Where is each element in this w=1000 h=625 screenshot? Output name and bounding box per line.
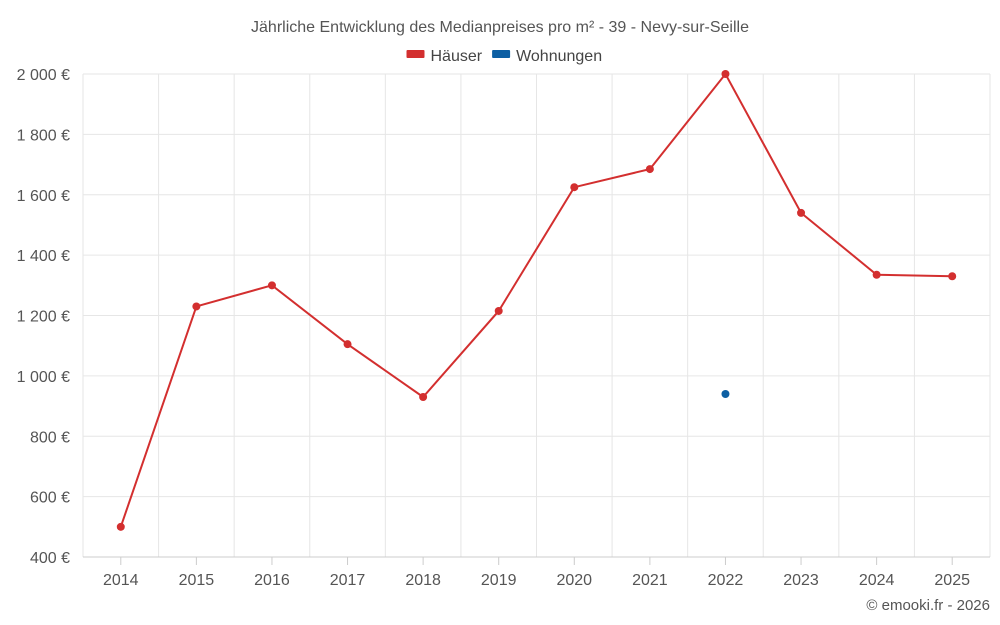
axes: 400 € 600 € 800 € 1 000 € 1 200 € 1 400 € 1 60…: [17, 67, 990, 589]
x-tick-label: 2019: [481, 572, 517, 589]
x-tick-label: 2014: [103, 572, 139, 589]
data-point[interactable]: [645, 165, 654, 174]
x-tick-label: 2022: [708, 572, 744, 589]
series-h-user: [116, 70, 957, 531]
data-point[interactable]: [494, 306, 503, 315]
y-tick-label: 1 600 €: [17, 188, 70, 205]
legend-label: Häuser: [431, 48, 483, 65]
data-point[interactable]: [721, 70, 730, 78]
data-point[interactable]: [419, 393, 428, 402]
series-layer: [116, 70, 957, 531]
y-tick-label: 600 €: [30, 490, 70, 507]
legend-item[interactable]: Häuser: [406, 48, 483, 65]
y-tick-label: 1 200 €: [17, 309, 70, 326]
legend-item[interactable]: Wohnungen: [492, 48, 602, 65]
legend-label: Wohnungen: [516, 48, 602, 65]
y-tick-label: 1 800 €: [17, 127, 70, 144]
chart-title: Jährliche Entwicklung des Medianpreises …: [251, 19, 749, 36]
data-point[interactable]: [570, 183, 579, 192]
data-point[interactable]: [116, 522, 125, 531]
legend-swatch: [406, 50, 425, 58]
credit-text: © emooki.fr - 2026: [866, 597, 990, 614]
data-point[interactable]: [721, 389, 730, 398]
data-point[interactable]: [343, 340, 352, 349]
series-line: [119, 72, 953, 528]
y-tick-label: 400 €: [30, 550, 70, 567]
x-tick-label: 2021: [632, 572, 668, 589]
grid: [82, 73, 991, 558]
x-tick-label: 2016: [254, 572, 290, 589]
y-tick-label: 2 000 €: [17, 67, 70, 84]
x-tick-label: 2015: [179, 572, 215, 589]
y-tick-label: 1 400 €: [17, 248, 70, 265]
legend: Häuser Wohnungen: [406, 48, 602, 65]
x-tick-label: 2023: [783, 572, 819, 589]
y-tick-label: 800 €: [30, 429, 70, 446]
series-wohnungen: [721, 389, 730, 398]
data-point[interactable]: [797, 208, 806, 217]
x-tick-label: 2025: [934, 572, 970, 589]
y-tick-label: 1 000 €: [17, 369, 70, 386]
x-tick-label: 2024: [859, 572, 895, 589]
x-tick-label: 2020: [556, 572, 592, 589]
x-tick-label: 2017: [330, 572, 366, 589]
data-point[interactable]: [948, 272, 957, 281]
legend-swatch: [492, 50, 511, 58]
data-point[interactable]: [872, 270, 881, 279]
data-point[interactable]: [192, 302, 201, 311]
data-point[interactable]: [267, 281, 276, 290]
x-tick-label: 2018: [405, 572, 441, 589]
